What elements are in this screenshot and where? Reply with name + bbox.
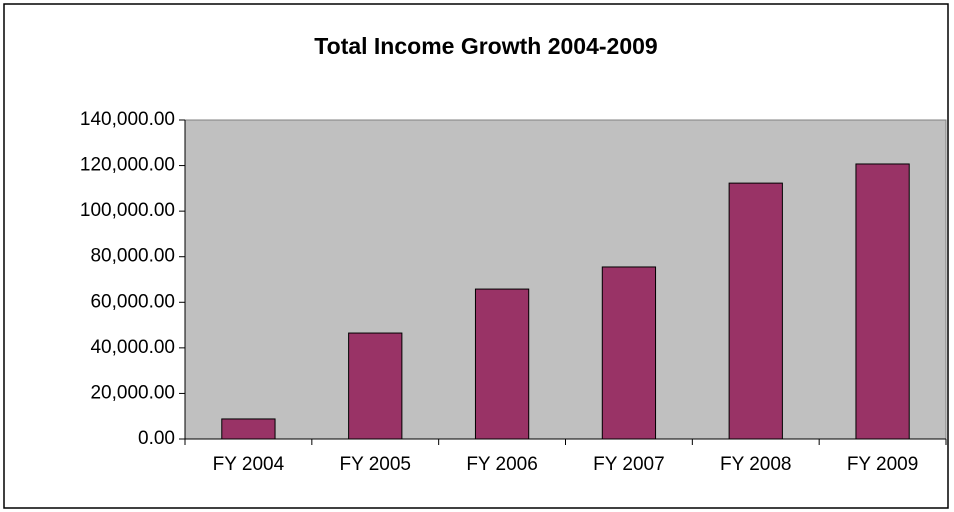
bar	[728, 182, 783, 440]
y-tick-label: 120,000.00	[80, 155, 175, 176]
chart-title: Total Income Growth 2004-2009	[314, 33, 657, 59]
y-tick-label: 60,000.00	[90, 291, 175, 312]
bar	[221, 418, 276, 440]
y-tick-label: 0.00	[138, 428, 175, 449]
x-tick-label: FY 2008	[720, 454, 791, 475]
bar	[855, 163, 910, 440]
y-tick-label: 80,000.00	[90, 246, 175, 267]
x-tick-label: FY 2009	[847, 454, 918, 475]
y-tick-label: 20,000.00	[90, 382, 175, 403]
bar	[601, 266, 657, 440]
x-tick-label: FY 2005	[340, 454, 411, 475]
x-tick-label: FY 2006	[466, 454, 537, 475]
y-tick-label: 40,000.00	[90, 337, 175, 358]
bar	[348, 332, 403, 440]
x-tick-label: FY 2004	[213, 454, 285, 475]
y-tick-label: 140,000.00	[80, 109, 175, 130]
plot-area	[184, 119, 947, 440]
x-tick-label: FY 2007	[593, 454, 664, 475]
y-tick-label: 100,000.00	[80, 200, 175, 221]
bar	[474, 288, 530, 440]
